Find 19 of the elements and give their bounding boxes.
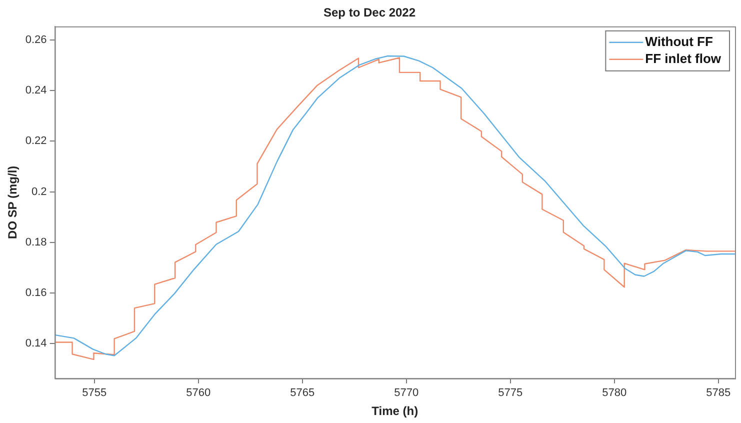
x-tick-label: 5765 (290, 387, 315, 400)
x-tick-label: 5775 (498, 387, 523, 400)
y-tick-label: 0.24 (25, 84, 47, 97)
y-tick-label: 0.14 (25, 338, 47, 350)
x-tick-label: 5760 (186, 387, 211, 400)
x-tick-label: 5785 (706, 387, 731, 400)
y-axis-title: DO SP (mg/l) (6, 166, 20, 239)
chart-title: Sep to Dec 2022 (323, 6, 416, 20)
x-tick-label: 5780 (602, 387, 627, 400)
y-tick-label: 0.22 (25, 135, 47, 148)
y-tick-label: 0.26 (25, 34, 47, 46)
y-tick-label: 0.18 (25, 236, 47, 248)
x-tick-label: 5770 (394, 387, 419, 400)
legend-label: FF inlet flow (645, 50, 722, 66)
x-tick-label: 5755 (82, 387, 107, 400)
legend-label: Without FF (645, 34, 713, 49)
y-tick-label: 0.2 (32, 186, 47, 198)
x-axis-title: Time (h) (372, 404, 418, 418)
y-tick-label: 0.16 (25, 286, 47, 299)
